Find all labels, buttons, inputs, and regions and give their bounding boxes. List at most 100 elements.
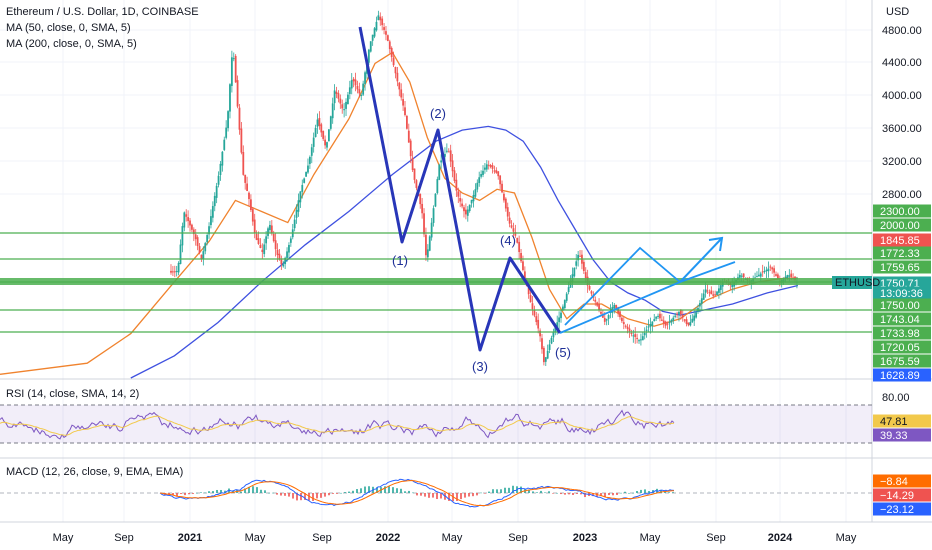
macd-histogram-bar [492, 489, 494, 493]
price-tag [873, 312, 931, 326]
candle-body [544, 357, 547, 362]
macd-histogram-bar [476, 493, 478, 496]
candle-body [453, 170, 456, 181]
macd-histogram-bar [172, 493, 174, 496]
price-tick-label: 4800.00 [882, 25, 922, 37]
candle-body [225, 127, 228, 138]
candle-body [276, 249, 279, 256]
candle-body [428, 236, 431, 251]
candle-body [482, 170, 484, 175]
candle-body [409, 140, 412, 157]
macd-histogram-bar [628, 492, 630, 494]
candle-body [288, 244, 290, 253]
candle-body [392, 57, 395, 66]
candle-body [259, 244, 262, 248]
macd-histogram-bar [456, 493, 458, 501]
candle-body [335, 91, 338, 94]
candle-body [537, 319, 540, 329]
candle-body [447, 151, 450, 153]
macd-histogram-bar [576, 493, 578, 494]
candle-body [562, 306, 564, 311]
candle-body [605, 319, 608, 321]
candle-body [375, 21, 378, 31]
candle-body [293, 219, 296, 229]
candle-body [208, 226, 210, 235]
candle-body [655, 316, 658, 319]
candle-body [232, 58, 235, 60]
macd-histogram-bar [388, 486, 390, 493]
macd-tag [873, 474, 931, 488]
macd-histogram-bar [312, 493, 314, 501]
candle-body [563, 300, 566, 309]
macd-histogram-bar [264, 490, 266, 493]
macd-histogram-bar [556, 492, 558, 494]
candle-body [761, 271, 764, 273]
candle-body [740, 275, 743, 277]
candle-body [638, 340, 640, 342]
candle-body [607, 315, 610, 319]
candle-body [514, 232, 517, 236]
candle-body [415, 180, 418, 188]
candle-body [539, 330, 541, 337]
rsi-tag-label: 47.81 [880, 416, 908, 428]
candle-body [230, 57, 233, 86]
macd-histogram-bar [468, 493, 470, 497]
macd-histogram-bar [396, 488, 398, 493]
candle-body [347, 94, 349, 105]
macd-histogram-bar [244, 488, 246, 493]
candle-body [742, 273, 745, 278]
macd-histogram-bar [316, 493, 318, 499]
candle-body [777, 274, 779, 280]
macd-histogram-bar [400, 488, 402, 493]
candle-body [211, 206, 214, 218]
candle-body [468, 204, 471, 212]
time-tick-label: May [53, 532, 74, 544]
macd-histogram-bar [432, 493, 434, 498]
ma50-line [0, 51, 798, 375]
candle-body [221, 151, 224, 166]
candle-body [480, 174, 483, 177]
price-tag-label: 1772.33 [880, 248, 920, 260]
candle-body [550, 337, 553, 344]
candle-body [411, 157, 414, 170]
macd-histogram-bar [176, 493, 178, 497]
price-tick-label: 3600.00 [882, 123, 922, 135]
candle-body [229, 84, 231, 112]
candle-body [251, 208, 254, 222]
candle-body [318, 117, 321, 126]
macd-histogram-bar [440, 493, 442, 499]
candle-body [683, 319, 686, 321]
candle-body [436, 179, 439, 194]
candle-body [328, 129, 330, 142]
macd-tag-label: −14.29 [880, 490, 914, 502]
macd-histogram-bar [520, 486, 522, 493]
macd-histogram-bar [360, 488, 362, 493]
candle-body [552, 331, 555, 338]
candle-body [567, 287, 570, 293]
macd-histogram-bar [616, 493, 618, 495]
price-tag-label: 1733.98 [880, 328, 920, 340]
macd-histogram-bar [544, 492, 546, 494]
candle-body [689, 322, 692, 326]
macd-histogram-bar [488, 491, 490, 493]
candle-body [457, 191, 460, 197]
candle-body [438, 164, 441, 180]
macd-line [159, 478, 675, 508]
candle-body [560, 312, 562, 319]
candle-body [731, 284, 734, 288]
candle-body [373, 28, 376, 37]
candle-body [171, 271, 174, 273]
candle-body [485, 164, 488, 170]
wave-label: (5) [555, 345, 571, 360]
candle-body [619, 311, 621, 318]
candle-body [503, 193, 505, 201]
candle-body [187, 217, 190, 222]
price-tag [873, 368, 931, 382]
candle-body [630, 332, 633, 334]
candle-body [653, 319, 656, 321]
candle-body [455, 179, 458, 191]
candle-body [775, 274, 777, 276]
candle-body [554, 327, 557, 333]
macd-histogram-bar [216, 489, 218, 493]
